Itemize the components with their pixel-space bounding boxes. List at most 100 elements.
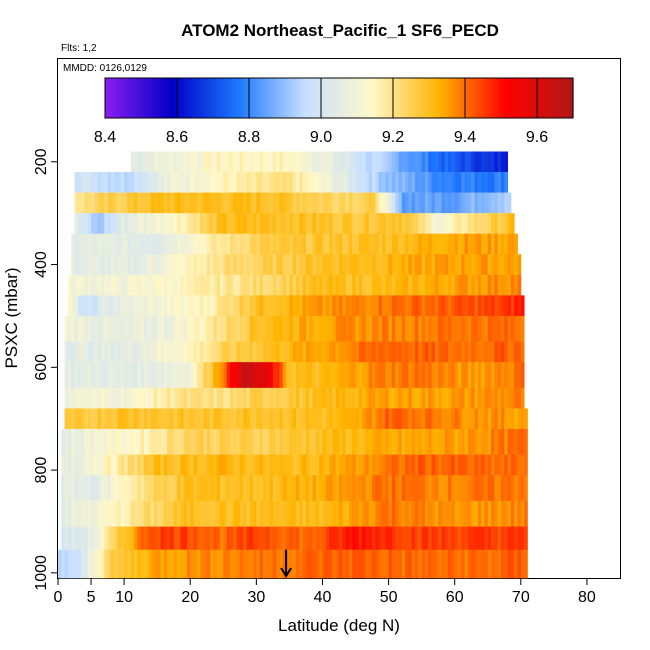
heatmap-cell xyxy=(405,254,409,276)
heatmap-cell xyxy=(497,454,502,476)
heatmap-cell xyxy=(276,387,280,409)
heatmap-cell xyxy=(167,549,171,579)
heatmap-cell xyxy=(325,213,330,235)
heatmap-cell xyxy=(428,500,432,527)
heatmap-cell xyxy=(458,295,462,317)
heatmap-cell xyxy=(491,233,495,255)
colorbar-tick-label: 9.0 xyxy=(310,129,332,146)
colorbar-swatch xyxy=(526,78,531,118)
heatmap-cell xyxy=(286,428,290,455)
heatmap-cell xyxy=(137,295,142,317)
heatmap-cell xyxy=(418,454,423,476)
heatmap-cell xyxy=(190,362,194,389)
heatmap-cell xyxy=(325,428,330,455)
heatmap-cell xyxy=(332,549,337,579)
heatmap-cell xyxy=(487,254,492,276)
heatmap-cell xyxy=(461,500,466,527)
heatmap-cell xyxy=(315,454,320,476)
heatmap-cell xyxy=(276,295,280,317)
heatmap-cell xyxy=(177,549,181,579)
heatmap-cell xyxy=(160,387,165,409)
heatmap-cell xyxy=(434,274,439,296)
heatmap-cell xyxy=(233,274,237,296)
heatmap-cell xyxy=(173,213,178,235)
heatmap-cell xyxy=(107,454,112,476)
x-axis: 0 5 10 20 30 40 50 60 70 80 xyxy=(54,578,596,606)
heatmap-cell xyxy=(64,500,69,527)
heatmap-cell xyxy=(246,151,251,173)
heatmap-cell xyxy=(401,192,406,214)
heatmap-cell xyxy=(213,408,218,430)
heatmap-cell xyxy=(226,408,231,430)
heatmap-cell xyxy=(428,213,432,235)
heatmap-cell xyxy=(140,233,145,255)
heatmap-cell xyxy=(282,192,287,214)
heatmap-cell xyxy=(276,500,280,527)
heatmap-cell xyxy=(517,362,522,389)
heatmap-cell xyxy=(474,428,479,455)
heatmap-cell xyxy=(345,475,350,502)
heatmap-cell xyxy=(431,526,436,551)
heatmap-cell xyxy=(84,341,89,363)
heatmap-cell xyxy=(305,362,310,389)
heatmap-cell xyxy=(259,549,264,579)
heatmap-cell xyxy=(213,428,218,455)
heatmap-cell xyxy=(67,341,72,363)
heatmap-cell xyxy=(405,475,409,502)
heatmap-cell xyxy=(368,408,373,430)
pressure-band xyxy=(64,315,525,342)
heatmap-cell xyxy=(71,315,75,342)
heatmap-cell xyxy=(408,315,413,342)
heatmap-cell xyxy=(259,274,264,296)
heatmap-cell xyxy=(484,362,489,389)
heatmap-cell xyxy=(504,233,508,255)
heatmap-cell xyxy=(173,408,178,430)
heatmap-cell xyxy=(170,192,175,214)
colorbar-swatch xyxy=(389,78,394,118)
heatmap-cell xyxy=(134,192,138,214)
heatmap-cell xyxy=(186,387,191,409)
heatmap-cell xyxy=(342,408,347,430)
heatmap-cell xyxy=(153,172,158,193)
colorbar-swatch xyxy=(169,78,174,118)
colorbar-swatch xyxy=(565,78,570,118)
heatmap-cell xyxy=(157,387,161,409)
heatmap-cell xyxy=(292,172,297,193)
heatmap-cell xyxy=(114,233,118,255)
heatmap-cell xyxy=(458,387,462,409)
heatmap-cell xyxy=(424,274,429,296)
heatmap-cell xyxy=(110,526,115,551)
colorbar-tick-label: 8.8 xyxy=(238,129,260,146)
heatmap-cell xyxy=(299,213,304,235)
heatmap-cell xyxy=(134,500,138,527)
heatmap-cell xyxy=(467,341,472,363)
heatmap-cell xyxy=(117,454,122,476)
colorbar-swatch xyxy=(385,78,390,118)
heatmap-cell xyxy=(107,315,112,342)
heatmap-cell xyxy=(266,526,270,551)
heatmap-cell xyxy=(292,274,297,296)
heatmap-cell xyxy=(206,151,211,173)
heatmap-cell xyxy=(315,233,320,255)
heatmap-cell xyxy=(474,526,479,551)
heatmap-cell xyxy=(391,315,396,342)
heatmap-cell xyxy=(454,362,459,389)
heatmap-cell xyxy=(81,454,85,476)
colorbar-swatch xyxy=(148,78,153,118)
heatmap-cell xyxy=(150,408,155,430)
heatmap-cell xyxy=(315,315,320,342)
heatmap-cell xyxy=(388,172,393,193)
heatmap-cell xyxy=(424,341,429,363)
heatmap-cell xyxy=(236,274,241,296)
heatmap-cell xyxy=(451,428,456,455)
heatmap-cell xyxy=(424,387,429,409)
heatmap-cell xyxy=(196,295,201,317)
heatmap-cell xyxy=(335,151,340,173)
heatmap-cell xyxy=(497,151,502,173)
heatmap-cell xyxy=(345,233,350,255)
heatmap-cell xyxy=(193,428,198,455)
heatmap-cell xyxy=(249,454,254,476)
heatmap-cell xyxy=(124,295,128,317)
heatmap-cell xyxy=(259,408,264,430)
heatmap-cell xyxy=(289,387,294,409)
